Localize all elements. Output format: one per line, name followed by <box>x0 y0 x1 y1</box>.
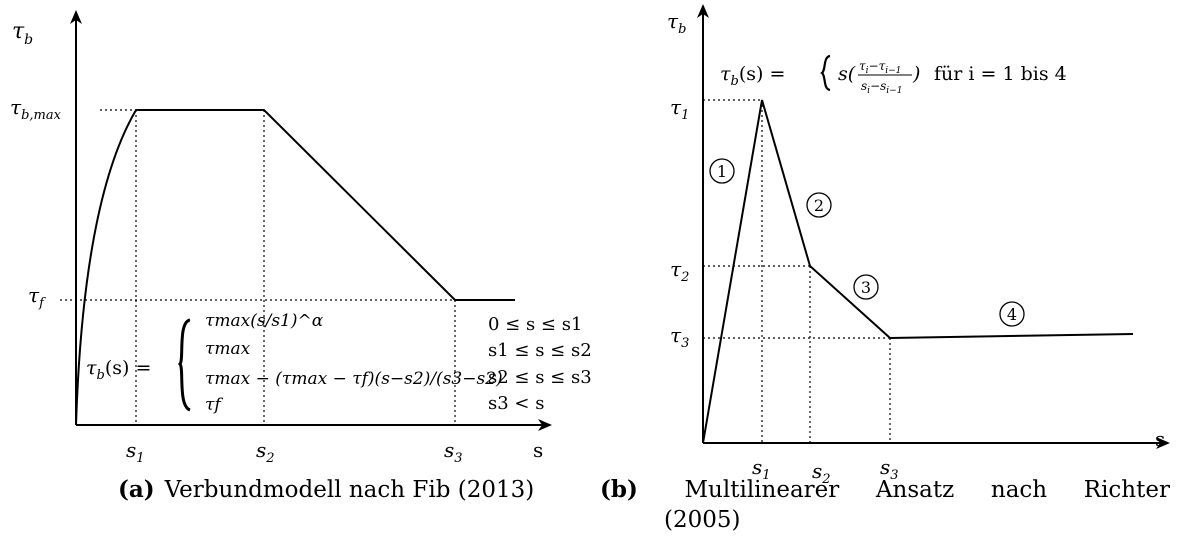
panel-b-tick-s2: s2 <box>812 459 831 487</box>
panel-a-case-3: τmax − (τmax − τf)(s−s2)/(s3−s2) <box>205 369 503 389</box>
panel-b-caption: (b) Multilinearer Ansatz nach Richter (2… <box>600 475 1170 535</box>
panel-a-caption-label: (a) <box>118 476 155 503</box>
svg-text:3: 3 <box>861 278 871 297</box>
panel-a-curve <box>75 109 515 426</box>
panel-a-case-2: τmax <box>205 339 251 359</box>
panel-b-formula-range: für i = 1 bis 4 <box>934 63 1067 85</box>
panel-a-cond-4: s3 < s <box>488 393 544 414</box>
panel-a-tick-s3: s3 <box>444 438 463 466</box>
panel-b: τb s τ1 τ2 τ3 s1 s2 s3 1 2 3 4 τb(s) = <box>667 4 1170 487</box>
svg-text:2: 2 <box>814 196 824 215</box>
panel-b-segment-marker-2: 2 <box>806 192 832 218</box>
panel-b-segment-marker-1: 1 <box>709 158 735 184</box>
svg-text:s(: s( <box>838 63 856 85</box>
panel-b-guides <box>703 99 891 443</box>
panel-b-caption-cont: (2005) <box>664 507 741 533</box>
panel-a: τb τb,max τf s1 s2 s3 s τb(s) = τmax(s/s… <box>10 10 592 466</box>
panel-b-caption-word: Multilinearer <box>684 477 840 503</box>
panel-b-tick-tau3: τ3 <box>670 323 689 351</box>
panel-a-caption: (a) Verbundmodell nach Fib (2013) <box>118 475 534 505</box>
panel-b-y-label: τb <box>667 9 686 37</box>
panel-b-caption-label: (b) <box>600 476 638 503</box>
panel-a-formula: τb(s) = τmax(s/s1)^α τmax τmax − (τmax −… <box>86 311 592 415</box>
panel-a-tick-s1: s1 <box>126 438 145 466</box>
panel-b-x-label: s <box>1155 427 1165 451</box>
panel-b-caption-word: Ansatz <box>875 477 955 503</box>
panel-b-formula: τb(s) = s( τi−τi−1 si−si−1 ) für i = 1 b… <box>720 54 1067 96</box>
panel-a-tick-s2: s2 <box>256 438 275 466</box>
panel-b-tick-s1: s1 <box>752 455 771 483</box>
panel-a-guides <box>60 109 456 425</box>
svg-text:τb(s) =: τb(s) = <box>720 63 785 89</box>
panel-b-caption-word: Richter <box>1083 477 1170 503</box>
panel-b-segment-marker-3: 3 <box>853 274 879 300</box>
svg-text:4: 4 <box>1007 305 1017 324</box>
panel-a-case-1: τmax(s/s1)^α <box>205 311 324 331</box>
svg-text:): ) <box>912 63 920 85</box>
panel-b-segment-marker-4: 4 <box>999 301 1025 327</box>
panel-a-tick-tau-f: τf <box>28 283 46 311</box>
panel-a-caption-text: Verbundmodell nach Fib (2013) <box>164 477 535 503</box>
panel-b-caption-word: nach <box>990 477 1048 503</box>
panel-b-tick-tau2: τ2 <box>670 257 689 285</box>
svg-text:τi−τi−1: τi−τi−1 <box>859 59 901 76</box>
panel-a-tick-tau-bmax: τb,max <box>10 95 62 123</box>
panel-a-cond-2: s1 ≤ s ≤ s2 <box>488 340 592 361</box>
panel-a-y-label: τb <box>12 19 33 48</box>
panel-b-tick-tau1: τ1 <box>670 95 689 123</box>
panel-b-tick-s3: s3 <box>880 455 899 483</box>
panel-a-case-4: τf <box>205 395 223 415</box>
panel-a-cond-3: s2 ≤ s ≤ s3 <box>488 367 592 388</box>
panel-a-cond-1: 0 ≤ s ≤ s1 <box>488 314 582 335</box>
svg-text:si−si−1: si−si−1 <box>861 79 902 96</box>
panel-a-x-label: s <box>533 438 543 462</box>
svg-text:τb(s) =: τb(s) = <box>86 357 151 383</box>
svg-text:1: 1 <box>717 162 727 181</box>
panel-b-curve <box>702 99 1134 444</box>
